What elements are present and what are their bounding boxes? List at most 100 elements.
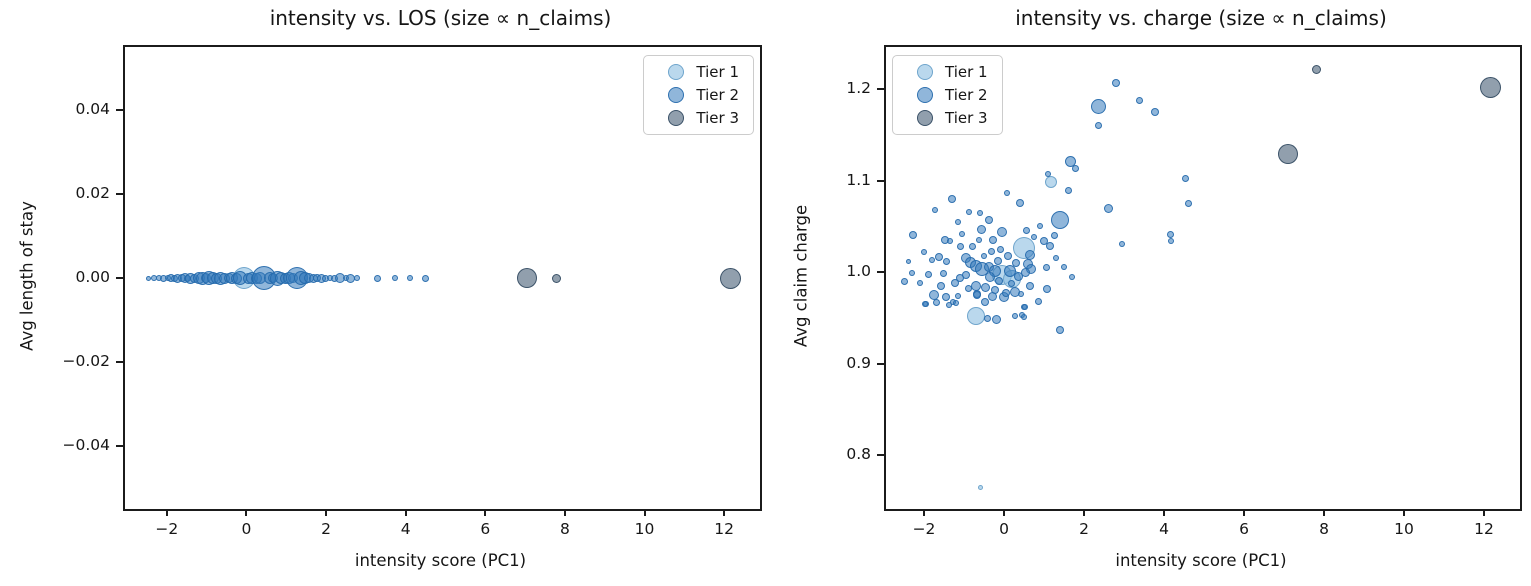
scatter-point <box>1184 199 1192 207</box>
scatter-point <box>936 281 945 290</box>
scatter-point <box>972 290 981 299</box>
y-axis-label-los: Avg length of stay <box>17 201 37 351</box>
scatter-point <box>1090 98 1106 114</box>
x-tick <box>1483 509 1485 516</box>
y-tick <box>116 193 123 195</box>
scatter-point <box>947 237 953 244</box>
scatter-point <box>422 274 430 282</box>
x-tick-label: 4 <box>1159 520 1169 538</box>
scatter-point <box>1151 107 1160 116</box>
y-tick-label: 0.9 <box>846 353 871 372</box>
scatter-point <box>929 289 939 300</box>
scatter-point <box>1135 96 1143 104</box>
legend-item: Tier 3 <box>654 109 741 127</box>
scatter-point <box>1012 258 1020 267</box>
legend-swatch-icon <box>917 64 933 80</box>
scatter-point <box>939 270 947 278</box>
legend-item: Tier 3 <box>903 109 990 127</box>
scatter-point <box>1007 279 1015 287</box>
y-tick-label: 0.00 <box>75 268 110 286</box>
x-tick <box>1323 509 1325 516</box>
y-tick-label: 1.2 <box>846 79 871 98</box>
axes-charge: −2 0 2 4 6 8 10 12 0.8 0.9 1.0 1.1 1.2 Tier 1 Tier 2 Ti… <box>846 45 1522 538</box>
x-tick-label: 0 <box>999 520 1009 538</box>
scatter-point <box>1021 313 1027 320</box>
scatter-point <box>945 301 952 308</box>
scatter-point <box>933 298 941 306</box>
scatter-point <box>950 279 959 288</box>
scatter-point <box>552 273 562 283</box>
x-tick-label: 8 <box>559 520 570 538</box>
x-tick <box>1083 509 1085 516</box>
scatter-point <box>1046 242 1054 251</box>
y-tick-label: −0.02 <box>62 352 111 370</box>
scatter-point <box>1064 187 1072 195</box>
x-tick <box>1243 509 1245 516</box>
scatter-point <box>908 231 917 240</box>
scatter-point <box>964 285 972 293</box>
legend-swatch-icon <box>668 64 685 80</box>
scatter-point <box>921 248 927 255</box>
x-tick <box>404 509 407 516</box>
scatter-point <box>994 257 1002 266</box>
y-tick-label: 0.8 <box>846 445 871 464</box>
scatter-point <box>1050 231 1058 239</box>
scatter-point <box>1016 198 1024 207</box>
x-tick <box>643 509 646 516</box>
scatter-point <box>995 277 1004 286</box>
scatter-point <box>959 230 965 237</box>
y-tick <box>116 109 123 111</box>
x-tick-label: −2 <box>912 520 936 538</box>
scatter-point <box>984 215 993 224</box>
scatter-point <box>1031 234 1037 241</box>
x-tick <box>165 509 168 516</box>
legend-swatch-icon <box>917 87 933 103</box>
scatter-point <box>981 252 987 259</box>
scatter-point <box>1037 223 1043 230</box>
x-axis-label-charge: intensity score (PC1) <box>1115 551 1287 570</box>
scatter-point <box>1103 204 1113 214</box>
scatter-point <box>1051 210 1069 229</box>
scatter-point <box>1026 281 1034 290</box>
y-tick-label: 0.02 <box>75 184 110 202</box>
x-tick <box>325 509 328 516</box>
scatter-point <box>1479 76 1501 98</box>
scatter-point <box>997 226 1007 237</box>
scatter-point <box>354 275 361 281</box>
y-tick <box>116 361 123 363</box>
scatter-point <box>985 271 995 282</box>
scatter-point <box>1278 144 1298 165</box>
x-tick <box>723 509 726 516</box>
x-tick <box>245 509 248 516</box>
legend-item: Tier 2 <box>654 86 741 104</box>
legend-item: Tier 1 <box>654 63 741 81</box>
scatter-point <box>948 194 956 203</box>
scatter-point <box>956 274 964 283</box>
scatter-point <box>934 253 943 262</box>
scatter-point <box>1069 273 1075 280</box>
scatter-point <box>925 271 933 279</box>
legend-label: Tier 1 <box>696 63 739 81</box>
x-tick-label: 12 <box>714 520 735 538</box>
scatter-point <box>981 298 990 307</box>
scatter-point <box>1022 303 1029 310</box>
x-axis-label-los: intensity score (PC1) <box>354 551 527 570</box>
scatter-point <box>988 236 997 245</box>
legend-label: Tier 2 <box>945 86 988 104</box>
scatter-point <box>906 258 912 264</box>
y-tick-label: −0.04 <box>62 436 111 454</box>
x-tick-label: 10 <box>634 520 655 538</box>
y-tick <box>877 271 884 274</box>
scatter-point <box>980 283 990 293</box>
scatter-point <box>977 209 983 216</box>
x-tick <box>1003 509 1005 516</box>
legend-swatch-icon <box>668 87 685 103</box>
x-tick-label: 8 <box>1319 520 1329 538</box>
scatter-point <box>391 275 398 281</box>
y-tick <box>877 454 884 457</box>
scatter-point <box>976 237 983 244</box>
scatter-point <box>983 315 991 323</box>
scatter-point <box>987 292 997 302</box>
scatter-point <box>1167 237 1174 244</box>
